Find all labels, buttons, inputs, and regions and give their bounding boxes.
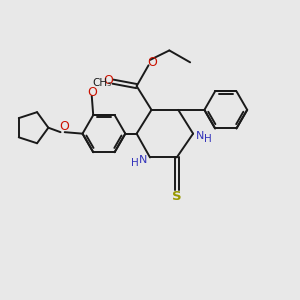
Text: N: N	[139, 155, 148, 165]
Text: O: O	[147, 56, 157, 69]
Text: N: N	[195, 131, 204, 141]
Text: O: O	[103, 74, 113, 87]
Text: S: S	[172, 190, 182, 202]
Text: H: H	[204, 134, 212, 144]
Text: O: O	[59, 120, 69, 133]
Text: CH₃: CH₃	[92, 78, 112, 88]
Text: H: H	[131, 158, 139, 168]
Text: O: O	[87, 86, 97, 99]
